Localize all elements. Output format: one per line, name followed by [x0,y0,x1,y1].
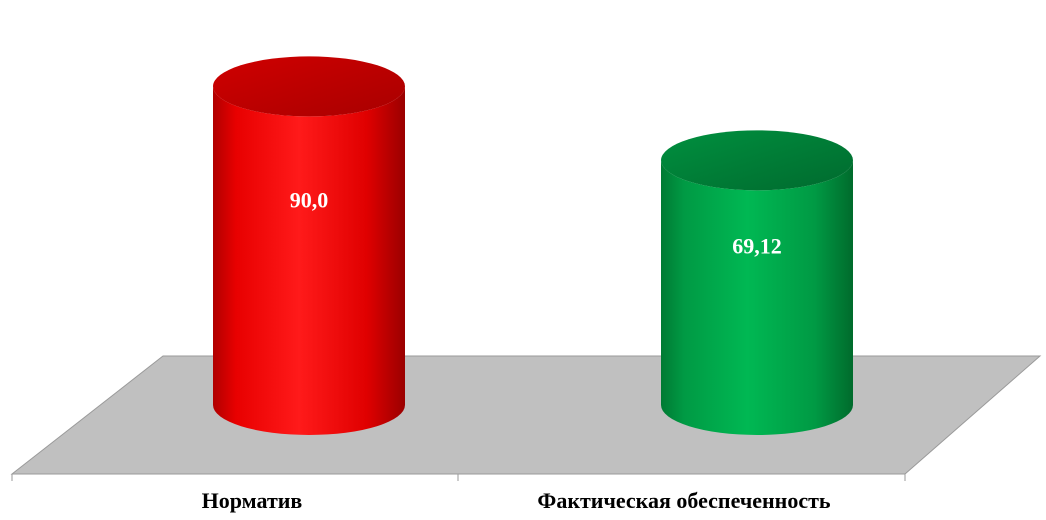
data-label: 69,12 [732,233,782,258]
bar-top-cap [213,56,405,117]
category-label: Норматив [202,488,303,513]
data-label: 90,0 [290,187,329,212]
category-label: Фактическая обеспеченность [537,488,830,513]
chart-floor [10,355,1042,475]
bar-body [213,86,405,436]
bar-actual [661,130,853,436]
bar-body [661,160,853,436]
bar-normativ [213,56,405,436]
bar-top-cap [661,130,853,191]
